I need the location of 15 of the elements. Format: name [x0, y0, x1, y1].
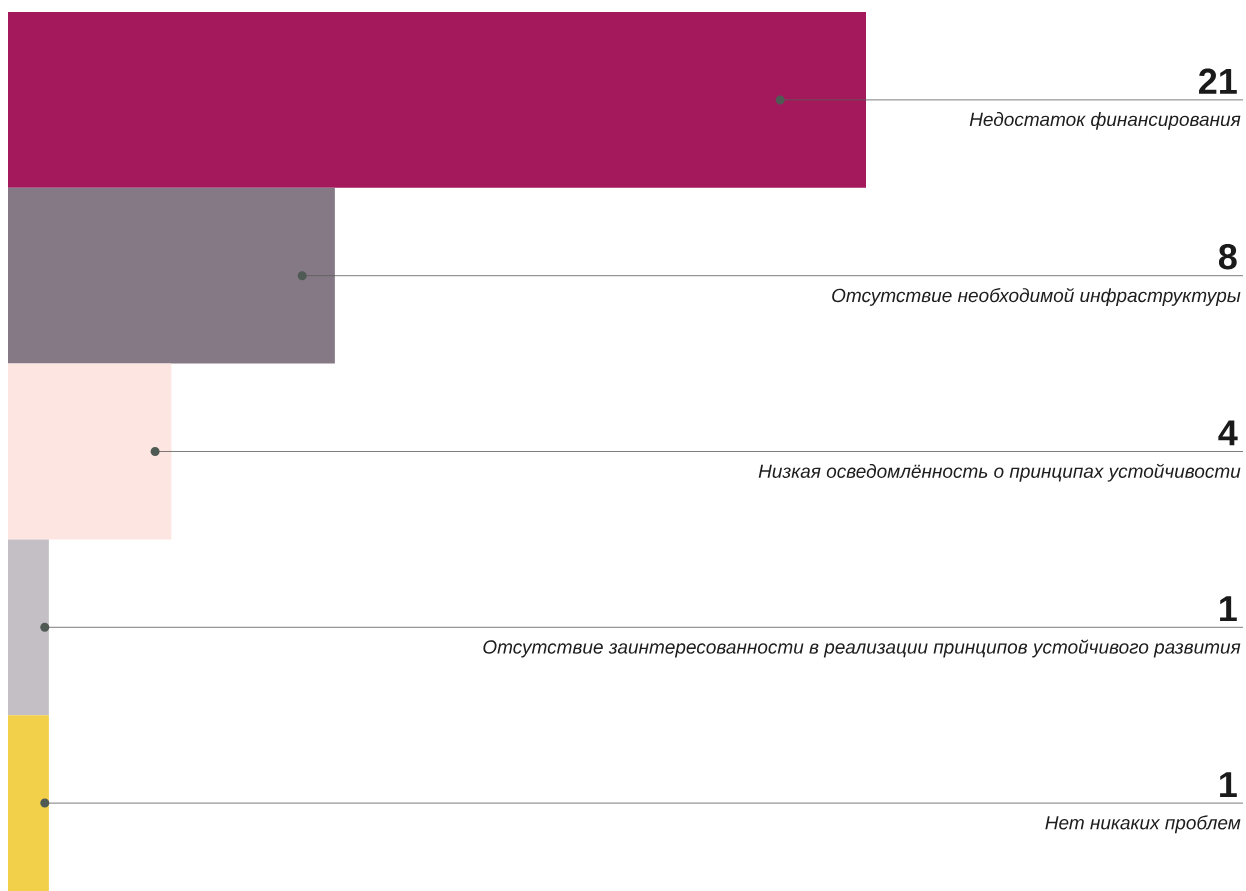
- data-label: 4: [1218, 420, 1238, 446]
- y-tick-label: Низкая осведомлённость о принципах устойчивости: [758, 463, 1241, 482]
- bar: [8, 715, 49, 891]
- data-label: 21: [1199, 68, 1237, 94]
- bar: [8, 187, 335, 364]
- bar: [8, 363, 172, 540]
- data-label: 1: [1220, 772, 1237, 797]
- bar: [8, 12, 867, 188]
- data-label: 1: [1220, 596, 1237, 622]
- y-tick-label: Нет никаких проблем: [1045, 815, 1241, 834]
- data-label: 8: [1218, 244, 1237, 270]
- y-tick-label: Отсутствие заинтересованности в реализации принципов устойчивого развития: [483, 639, 1241, 658]
- y-tick-label: Отсутствие необходимой инфраструктуры: [832, 287, 1241, 306]
- y-tick-label: Недостаток финансирования: [969, 112, 1241, 130]
- bar: [8, 539, 49, 716]
